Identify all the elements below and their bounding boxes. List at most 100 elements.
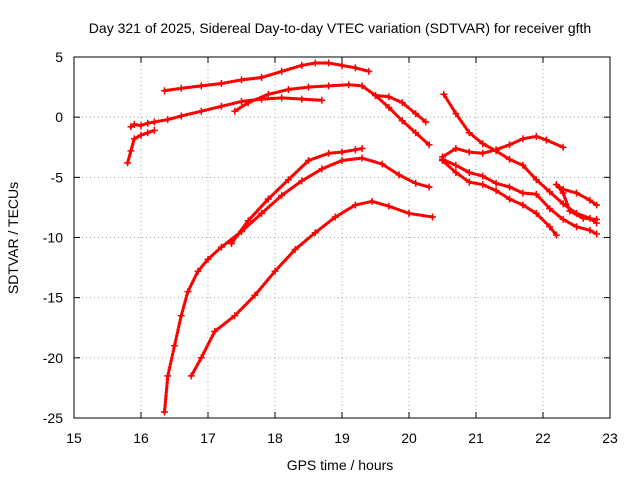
data-point bbox=[492, 187, 500, 195]
y-tick-label: -20 bbox=[43, 350, 63, 366]
y-tick-label: -25 bbox=[43, 410, 63, 426]
data-point bbox=[412, 129, 420, 137]
data-point bbox=[506, 195, 513, 203]
data-point bbox=[586, 226, 594, 234]
data-point bbox=[351, 146, 359, 154]
data-point bbox=[439, 157, 446, 164]
data-point bbox=[586, 196, 594, 204]
x-tick-label: 15 bbox=[66, 430, 82, 446]
y-axis-label: SDTVAR / TECUs bbox=[5, 182, 21, 294]
data-point bbox=[559, 189, 567, 197]
data-point bbox=[546, 205, 554, 213]
data-point bbox=[305, 157, 312, 164]
data-point bbox=[284, 86, 292, 93]
x-tick-label: 16 bbox=[133, 430, 149, 446]
x-tick-label: 21 bbox=[468, 430, 484, 446]
data-point bbox=[211, 327, 219, 335]
data-point bbox=[311, 59, 319, 67]
data-point bbox=[372, 92, 379, 99]
data-point bbox=[579, 214, 587, 222]
data-point bbox=[171, 342, 178, 350]
data-point bbox=[311, 229, 319, 237]
data-point bbox=[305, 83, 312, 91]
data-point bbox=[358, 145, 366, 152]
data-point bbox=[325, 59, 333, 67]
data-point bbox=[238, 76, 245, 84]
axis-ticks: 15 16 17 18 19 20 21 22 23 5 0 -5 -10 -15 -20 -25 bbox=[43, 49, 618, 446]
data-point bbox=[197, 354, 205, 362]
data-point bbox=[338, 148, 346, 156]
data-point bbox=[217, 243, 225, 251]
data-point bbox=[395, 171, 403, 179]
x-tick-label: 17 bbox=[200, 430, 216, 446]
data-point bbox=[573, 223, 580, 231]
x-tick-label: 18 bbox=[267, 430, 283, 446]
data-point bbox=[440, 90, 448, 98]
data-point bbox=[429, 213, 436, 221]
data-point bbox=[546, 188, 554, 196]
data-point bbox=[264, 195, 272, 203]
data-point bbox=[217, 80, 225, 87]
x-tick-label: 19 bbox=[334, 430, 350, 446]
data-point bbox=[465, 129, 473, 137]
data-point bbox=[492, 179, 500, 187]
data-point bbox=[519, 161, 527, 169]
x-tick-label: 22 bbox=[535, 430, 551, 446]
data-point bbox=[127, 147, 135, 155]
data-point bbox=[184, 288, 192, 296]
data-point bbox=[150, 118, 158, 126]
data-point bbox=[325, 82, 333, 90]
data-point bbox=[465, 178, 473, 186]
data-point bbox=[238, 98, 245, 105]
data-point bbox=[251, 291, 259, 299]
data-point bbox=[244, 99, 252, 107]
data-point bbox=[552, 231, 560, 239]
data-point bbox=[258, 209, 266, 217]
data-point bbox=[365, 67, 373, 75]
data-point bbox=[412, 110, 420, 118]
series-track-10 bbox=[440, 134, 565, 159]
data-point bbox=[452, 110, 460, 118]
series-track-2 bbox=[129, 96, 324, 129]
data-point bbox=[338, 61, 346, 69]
data-point bbox=[519, 135, 527, 143]
data-point bbox=[593, 201, 601, 209]
data-point bbox=[405, 209, 413, 217]
data-point bbox=[177, 84, 185, 92]
data-point bbox=[331, 213, 339, 221]
series-track-4 bbox=[233, 83, 431, 147]
data-point bbox=[338, 157, 346, 164]
data-point bbox=[194, 267, 202, 275]
data-point bbox=[532, 132, 540, 140]
data-point bbox=[546, 223, 554, 231]
data-point bbox=[161, 87, 168, 95]
data-point bbox=[479, 149, 487, 157]
data-point bbox=[425, 183, 433, 191]
y-tick-label: 5 bbox=[55, 49, 63, 65]
data-point bbox=[398, 117, 406, 125]
series-track-11 bbox=[440, 157, 599, 236]
data-point bbox=[566, 207, 574, 215]
data-point bbox=[130, 120, 138, 128]
data-point bbox=[291, 246, 299, 253]
data-point bbox=[177, 312, 185, 320]
data-point bbox=[479, 181, 487, 189]
data-point bbox=[345, 81, 353, 89]
data-point bbox=[506, 183, 513, 191]
data-point bbox=[278, 67, 286, 75]
series-track-12 bbox=[440, 158, 559, 237]
data-point bbox=[519, 201, 527, 209]
data-point bbox=[542, 136, 550, 144]
data-point bbox=[271, 267, 279, 275]
data-point bbox=[479, 172, 487, 180]
data-point bbox=[325, 149, 333, 157]
series-track-8 bbox=[189, 199, 435, 378]
data-point bbox=[593, 215, 601, 223]
data-point bbox=[217, 102, 225, 110]
data-point bbox=[351, 64, 359, 72]
data-point bbox=[278, 191, 286, 199]
data-point bbox=[492, 146, 500, 154]
data-point bbox=[187, 372, 195, 380]
data-point bbox=[318, 96, 326, 104]
